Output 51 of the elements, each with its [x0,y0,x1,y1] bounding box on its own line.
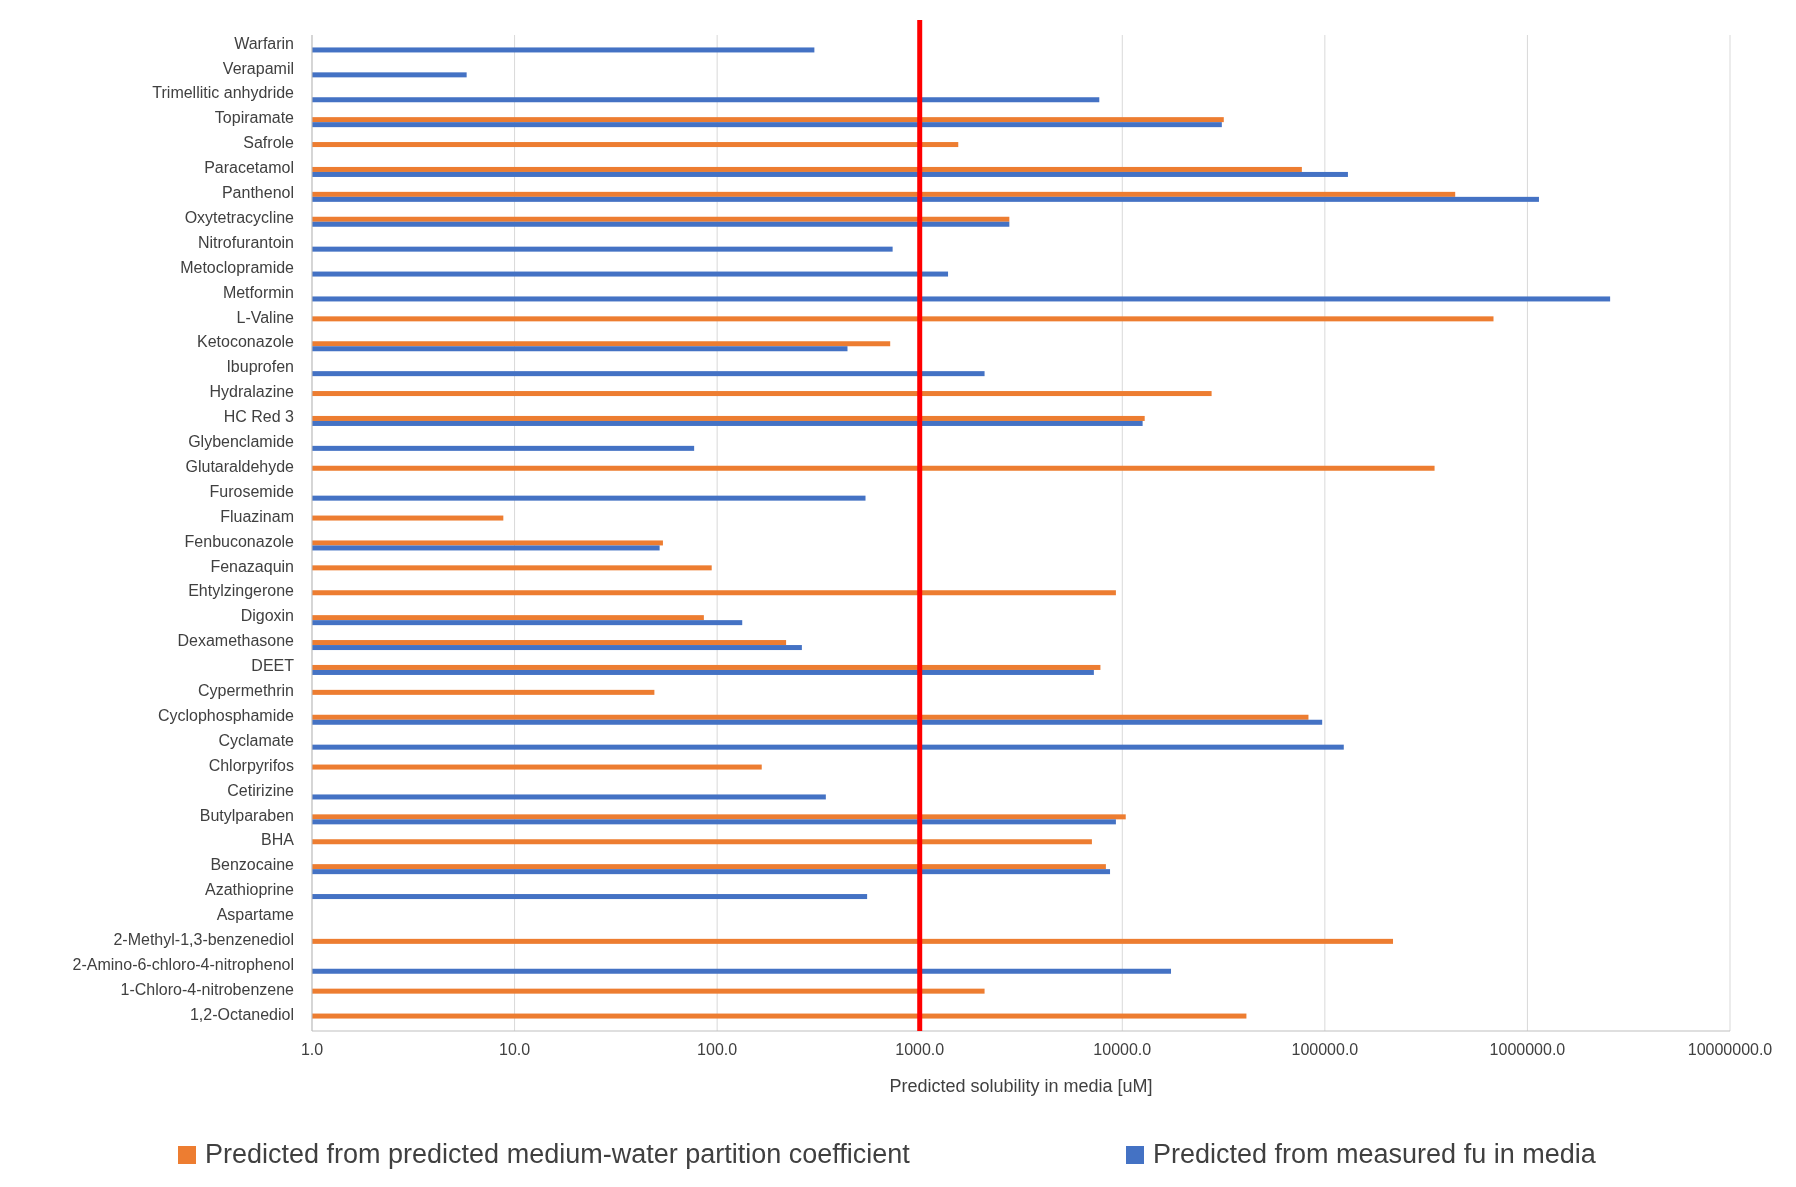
x-tick-label: 100.0 [697,1041,738,1058]
y-tick-label: BHA [261,831,295,849]
x-tick-label: 1000.0 [895,1041,945,1058]
y-tick-label: Oxytetracycline [184,208,295,226]
y-tick-label: Fenazaquin [210,557,294,575]
y-tick-label: 2-Methyl-1,3-benzenediol [113,931,294,949]
x-tick-label: 10000.0 [1093,1041,1152,1058]
y-tick-label: Hydralazine [209,383,295,401]
y-tick-label: 1,2-Octanediol [189,1005,294,1023]
x-tick-label: 1.0 [300,1041,324,1058]
legend-label: Predicted from predicted medium-water partition coefficient [205,1139,911,1170]
y-tick-label: DEET [251,657,295,675]
y-tick-label: Fenbuconazole [184,532,295,550]
y-tick-label: Safrole [243,134,295,152]
y-tick-label: Fluazinam [220,507,294,525]
y-tick-label: Glybenclamide [188,433,295,451]
y-tick-label: Glutaraldehyde [185,457,295,475]
y-tick-label: Ketoconazole [197,333,295,351]
y-tick-label: Warfarin [234,34,294,52]
y-tick-label: Dexamethasone [177,632,295,650]
y-tick-label: Verapamil [222,59,294,77]
y-tick-label: Furosemide [209,482,295,500]
x-tick-label: 10.0 [499,1041,531,1058]
y-tick-label: L-Valine [236,308,295,326]
y-tick-label: Cypermethrin [197,682,294,700]
y-tick-label: Topiramate [214,109,295,127]
y-tick-label: Metoclopramide [180,258,295,276]
y-tick-label: Ehtylzingerone [188,582,295,600]
x-axis-title: Predicted solubility in media [uM] [889,1076,1153,1096]
y-tick-label: Trimellitic anhydride [152,84,295,102]
y-tick-label: Azathioprine [205,881,295,899]
y-tick-label: Paracetamol [204,159,294,177]
y-tick-label: HC Red 3 [223,408,295,426]
y-tick-label: Cetirizine [227,781,295,799]
x-tick-label: 1000000.0 [1489,1041,1566,1058]
y-tick-label: Cyclamate [218,731,295,749]
y-tick-label: Chlorpyrifos [208,756,294,774]
y-tick-label: Cyclophosphamide [157,706,295,724]
y-tick-label: Digoxin [240,607,294,625]
y-tick-label: Ibuprofen [226,358,294,376]
y-tick-label: Nitrofurantoin [197,233,294,251]
legend-label: Predicted from measured fu in media [1153,1139,1597,1170]
y-tick-label: Panthenol [221,184,294,202]
x-tick-label: 10000000.0 [1687,1041,1773,1058]
y-tick-label: Butylparaben [199,806,294,824]
y-tick-label: Aspartame [216,906,295,924]
x-tick-label: 100000.0 [1291,1041,1359,1058]
y-tick-label: Benzocaine [210,856,295,874]
y-tick-label: 1-Chloro-4-nitrobenzene [120,980,295,998]
y-tick-label: 2-Amino-6-chloro-4-nitrophenol [72,955,294,973]
y-tick-label: Metformin [222,283,294,301]
